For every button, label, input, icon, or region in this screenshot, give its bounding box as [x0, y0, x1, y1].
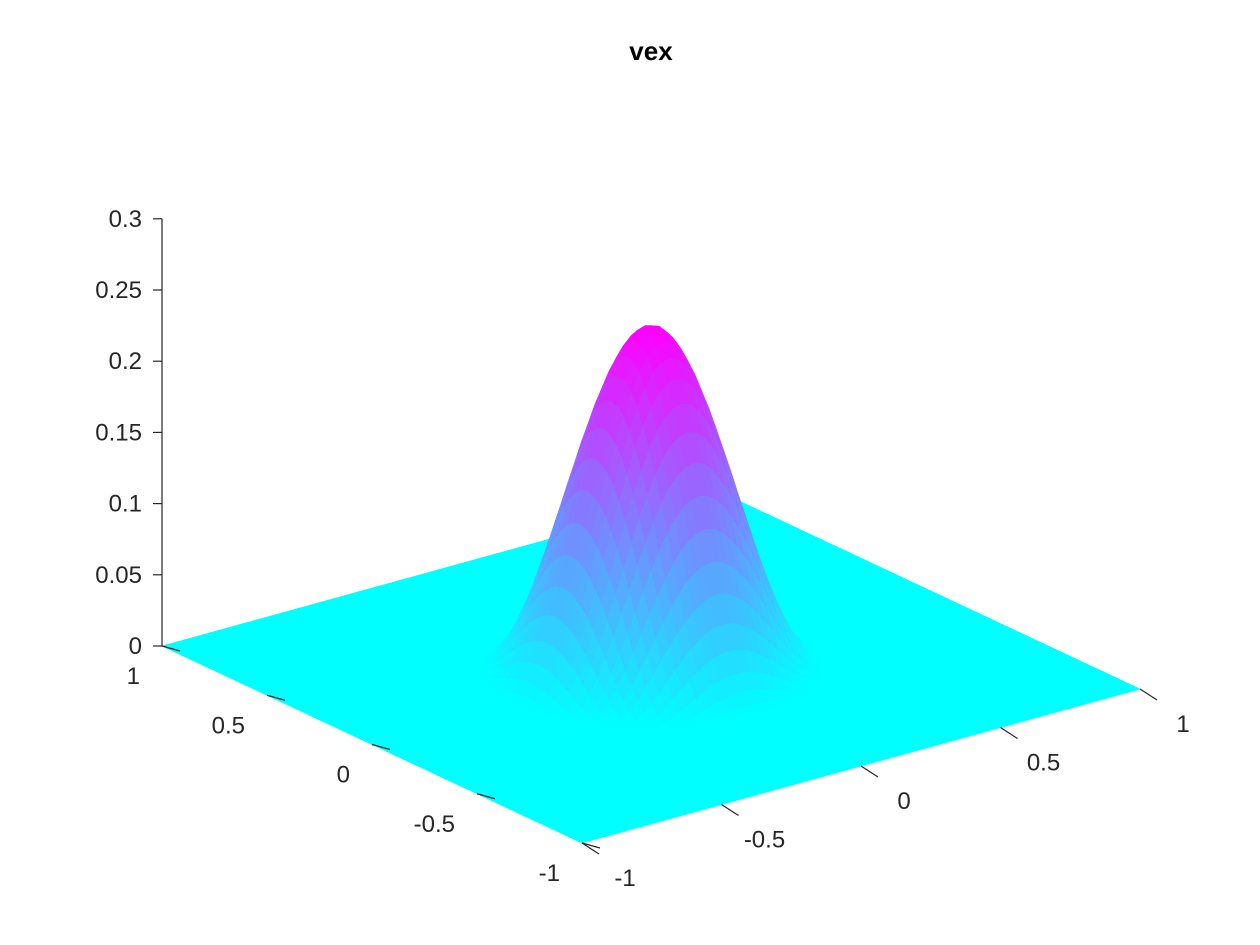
y-tick — [371, 743, 391, 751]
surface-mesh — [161, 325, 1141, 844]
z-tick-label: 0.25 — [95, 277, 142, 304]
z-tick-label: 0.05 — [95, 562, 142, 589]
x-tick — [581, 842, 600, 855]
y-tick — [266, 694, 286, 701]
y-tick-label: 1 — [127, 663, 140, 690]
y-tick — [581, 842, 601, 849]
z-tick-label: 0.2 — [109, 348, 142, 375]
y-tick-label: -1 — [539, 860, 560, 887]
z-tick-label: 0.3 — [109, 206, 142, 233]
y-tick — [161, 645, 181, 652]
x-tick — [860, 765, 879, 778]
z-tick-label: 0.15 — [95, 419, 142, 446]
y-tick — [476, 793, 496, 800]
surface-patch — [575, 837, 591, 844]
x-tick-label: 0 — [897, 788, 910, 815]
x-tick — [1139, 688, 1158, 701]
chart-title: vex — [629, 36, 673, 66]
x-tick-label: 1 — [1176, 711, 1189, 738]
z-tick-label: 0 — [129, 633, 142, 660]
y-tick-label: 0.5 — [212, 712, 245, 739]
x-tick — [721, 803, 739, 817]
z-tick-label: 0.1 — [109, 491, 142, 518]
x-tick-label: -0.5 — [744, 827, 785, 854]
y-tick-label: 0 — [337, 762, 350, 789]
axes: 0 0.05 0.1 0.15 0.2 0.25 0.3 -1 -0.5 0 0.5 1 -1 -0.5 0… — [95, 206, 1189, 892]
y-tick-label: -0.5 — [414, 811, 455, 838]
x-tick-label: -1 — [614, 865, 635, 892]
x-tick — [1000, 726, 1018, 740]
x-tick-label: 0.5 — [1027, 750, 1060, 777]
